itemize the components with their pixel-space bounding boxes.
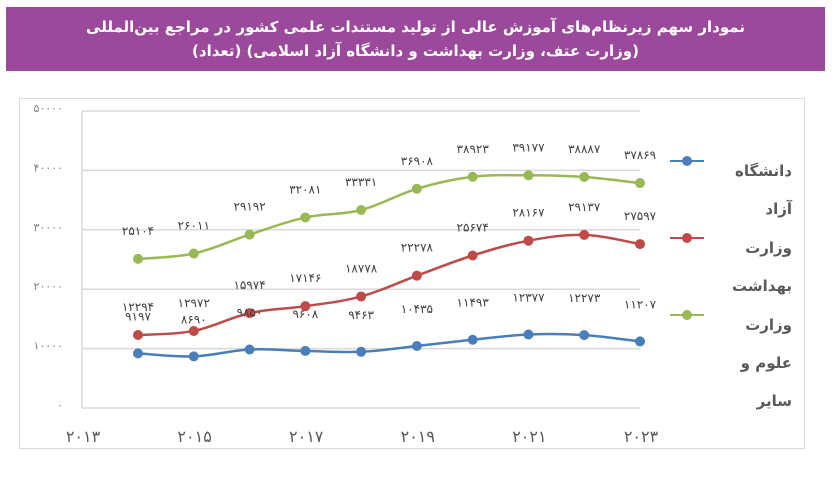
data-label: ۲۹۱۹۲ (233, 200, 265, 214)
data-point-marker (467, 334, 478, 345)
data-label: ۱۱۲۰۷ (624, 297, 657, 311)
data-point-marker (523, 170, 534, 181)
data-label: ۱۸۷۷۸ (345, 261, 378, 275)
data-label: ۳۲۰۸۱ (289, 182, 321, 196)
data-label: ۱۵۹۷۴ (233, 278, 265, 292)
chart-title-line-1: نمودار سهم زیرنظام‌های آموزش عالی از تول… (86, 18, 745, 36)
data-point-marker (300, 212, 311, 223)
data-point-marker (579, 172, 590, 183)
data-point-marker (635, 178, 645, 189)
data-series (133, 170, 645, 362)
data-point-marker (523, 235, 534, 246)
data-point-marker (523, 329, 534, 340)
chart-title-banner: نمودار سهم زیرنظام‌های آموزش عالی از تول… (6, 7, 825, 71)
y-tick-label: ۲۰۰۰۰ (33, 280, 63, 293)
data-label: ۳۷۸۶۹ (624, 148, 656, 162)
y-tick-label: ۳۰۰۰۰ (33, 221, 63, 234)
data-point-marker (635, 239, 645, 250)
data-label: ۱۷۱۴۶ (289, 271, 321, 285)
data-label: ۹۸۵۰ (237, 305, 263, 319)
data-label: ۲۵۱۰۴ (122, 224, 154, 238)
data-label: ۳۶۹۰۸ (401, 154, 434, 168)
legend-item-science: وزارت علوم و سایر (670, 302, 800, 410)
data-point-marker (356, 205, 367, 216)
chart-frame (19, 98, 805, 449)
data-label: ۲۶۰۱۱ (178, 218, 210, 232)
data-point-marker (635, 336, 645, 347)
data-point-marker (188, 351, 199, 362)
y-axis-tick-labels: ۰ ۱۰۰۰۰ ۲۰۰۰۰ ۳۰۰۰۰ ۴۰۰۰۰ ۵۰۰۰۰ (33, 102, 63, 412)
data-label: ۱۰۴۳۵ (401, 302, 433, 316)
data-label: ۱۱۴۹۳ (457, 296, 490, 310)
data-point-marker (300, 345, 311, 356)
data-label: ۹۶۰۸ (292, 307, 318, 321)
x-tick-label: ۲۰۲۱ (512, 427, 546, 446)
data-label: ۲۵۶۷۴ (457, 220, 489, 234)
x-tick-label: ۲۰۱۹ (401, 427, 435, 446)
legend-label: دانشگاه آزاد (735, 162, 792, 218)
data-label: ۱۲۹۷۲ (178, 296, 210, 310)
x-axis-tick-labels: ۲۰۱۳ ۲۰۱۵ ۲۰۱۷ ۲۰۱۹ ۲۰۲۱ ۲۰۲۳ (66, 427, 659, 446)
data-point-marker (244, 344, 255, 355)
legend-swatch-line-icon (670, 310, 704, 320)
data-label: ۳۹۱۷۷ (512, 140, 545, 154)
data-label: ۸۶۹۰ (181, 312, 207, 326)
x-tick-label: ۲۰۱۷ (289, 427, 324, 446)
data-point-marker (133, 348, 143, 359)
legend-label: وزارت علوم و سایر (740, 316, 792, 410)
data-point-marker (579, 229, 590, 240)
legend-item-azad: دانشگاه آزاد (670, 148, 800, 225)
y-tick-label: ۵۰۰۰۰ (33, 102, 63, 115)
chart-legend: دانشگاه آزاد وزارت بهداشت وزارت علوم و س… (670, 148, 800, 410)
x-tick-label: ۲۰۲۳ (624, 427, 659, 446)
data-point-marker (188, 248, 199, 259)
data-label: ۲۹۱۳۷ (568, 200, 601, 214)
y-tick-label: ۱۰۰۰۰ (33, 340, 63, 353)
data-label: ۲۸۱۶۷ (512, 206, 545, 220)
data-point-marker (188, 325, 199, 336)
data-label: ۹۴۶۳ (348, 308, 374, 322)
data-point-marker (133, 329, 143, 340)
data-label: ۲۷۵۹۷ (624, 209, 657, 223)
data-point-marker (411, 341, 422, 352)
data-labels: ۹۱۹۷ ۸۶۹۰ ۹۸۵۰ ۹۶۰۸ ۹۴۶۳ ۱۰۴۳۵ ۱۱۴۹۳ ۱۲۳۷۷ ۱۲۲۷۳… (122, 140, 657, 326)
data-point-marker (244, 308, 255, 319)
gridlines (81, 110, 640, 409)
data-label: ۳۳۳۳۱ (345, 175, 377, 189)
data-point-marker (244, 229, 255, 240)
data-point-marker (356, 346, 367, 357)
data-label: ۳۸۸۸۷ (568, 142, 601, 156)
legend-swatch-line-icon (670, 156, 704, 166)
series-line (137, 332, 641, 358)
data-point-marker (356, 291, 367, 302)
x-tick-label: ۲۰۱۵ (177, 427, 211, 446)
y-tick-label: ۴۰۰۰۰ (33, 161, 63, 174)
series-line (137, 233, 641, 337)
data-point-marker (411, 270, 422, 281)
y-tick-label: ۰ (57, 399, 63, 412)
data-point-marker (579, 330, 590, 341)
data-label: ۱۲۲۷۳ (568, 291, 601, 305)
data-point-marker (133, 253, 143, 264)
chart-title-line-2: (وزارت عتف، وزارت بهداشت و دانشگاه آزاد … (192, 42, 639, 60)
legend-item-health: وزارت بهداشت (670, 225, 800, 302)
legend-label: وزارت بهداشت (732, 239, 792, 295)
data-label: ۳۸۹۲۳ (457, 142, 490, 156)
data-point-marker (467, 171, 478, 182)
data-point-marker (411, 183, 422, 194)
data-label: ۱۲۲۹۴ (122, 300, 154, 314)
data-label: ۱۲۳۷۷ (512, 290, 545, 304)
data-label: ۹۱۹۷ (125, 309, 151, 323)
series-line (137, 173, 641, 261)
legend-swatch-line-icon (670, 233, 704, 243)
data-point-marker (467, 250, 478, 261)
data-point-marker (300, 301, 311, 312)
x-tick-label: ۲۰۱۳ (66, 427, 101, 446)
data-label: ۲۲۲۷۸ (401, 241, 434, 255)
